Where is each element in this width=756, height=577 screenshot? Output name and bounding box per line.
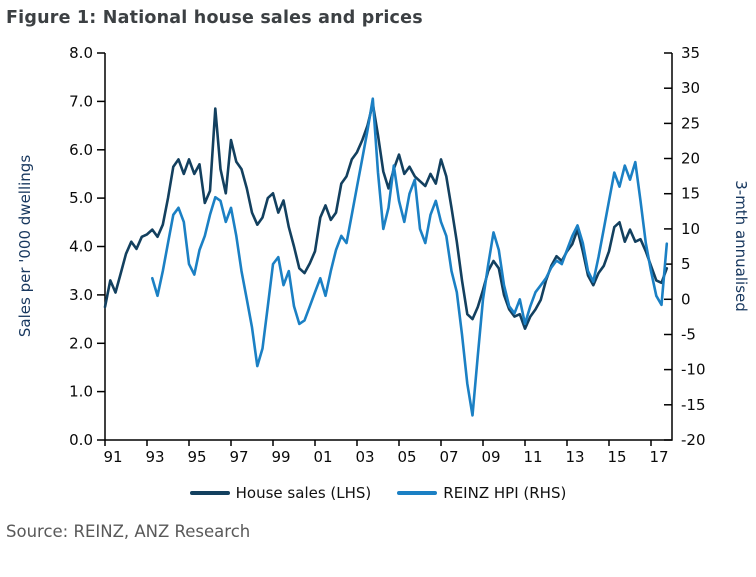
svg-text:99: 99 [271, 448, 290, 466]
source-note: Source: REINZ, ANZ Research [6, 522, 251, 541]
chart-legend: House sales (LHS) REINZ HPI (RHS) [0, 480, 756, 506]
svg-text:15: 15 [607, 448, 626, 466]
svg-text:1.0: 1.0 [69, 383, 93, 401]
svg-text:-15: -15 [681, 396, 706, 414]
house-sales-line [103, 102, 669, 331]
svg-text:3.0: 3.0 [69, 286, 93, 304]
svg-text:-5: -5 [681, 326, 696, 344]
legend-label-reinz-hpi: REINZ HPI (RHS) [443, 484, 567, 502]
chart: 0.0 1.0 2.0 3.0 4.0 5.0 6.0 7.0 8.0 -20 -15 -10 -5 0 5… [0, 30, 756, 506]
svg-text:11: 11 [523, 448, 542, 466]
svg-text:91: 91 [103, 448, 122, 466]
svg-text:35: 35 [681, 44, 700, 62]
svg-text:01: 01 [313, 448, 332, 466]
svg-text:-20: -20 [681, 431, 706, 449]
legend-item-reinz-hpi: REINZ HPI (RHS) [397, 484, 566, 502]
svg-text:5: 5 [681, 255, 691, 273]
legend-label-house-sales: House sales (LHS) [235, 484, 372, 502]
svg-text:93: 93 [145, 448, 164, 466]
svg-text:07: 07 [439, 448, 458, 466]
chart-canvas: 0.01.02.03.04.05.06.07.08.0-20-15-10-505… [16, 44, 750, 466]
house-sales-line-swatch [189, 491, 230, 495]
svg-text:4.0: 4.0 [69, 238, 93, 256]
svg-text:05: 05 [397, 448, 416, 466]
svg-text:10: 10 [681, 220, 700, 238]
svg-text:20: 20 [681, 150, 700, 168]
svg-text:13: 13 [565, 448, 584, 466]
right-axis-title: 3-mth annualised [732, 180, 750, 312]
svg-text:-10: -10 [681, 361, 706, 379]
svg-text:5.0: 5.0 [69, 189, 93, 207]
svg-text:6.0: 6.0 [69, 141, 93, 159]
svg-text:09: 09 [481, 448, 500, 466]
left-axis-title: Sales per '000 dwellings [16, 155, 34, 337]
svg-text:30: 30 [681, 79, 700, 97]
reinz-hpi-line-swatch [397, 491, 438, 495]
svg-text:17: 17 [649, 448, 668, 466]
reinz-hpi-line [151, 97, 669, 417]
svg-text:25: 25 [681, 114, 700, 132]
svg-text:15: 15 [681, 185, 700, 203]
svg-text:8.0: 8.0 [69, 44, 93, 62]
legend-item-house-sales: House sales (LHS) [189, 484, 372, 502]
plot-area: 0.01.02.03.04.05.06.07.08.0-20-15-10-505… [69, 44, 705, 466]
svg-text:95: 95 [187, 448, 206, 466]
svg-text:97: 97 [229, 448, 248, 466]
svg-text:03: 03 [355, 448, 374, 466]
svg-text:0.0: 0.0 [69, 431, 93, 449]
svg-text:2.0: 2.0 [69, 334, 93, 352]
svg-text:7.0: 7.0 [69, 92, 93, 110]
svg-text:0: 0 [681, 290, 691, 308]
figure-title: Figure 1: National house sales and price… [6, 8, 423, 28]
